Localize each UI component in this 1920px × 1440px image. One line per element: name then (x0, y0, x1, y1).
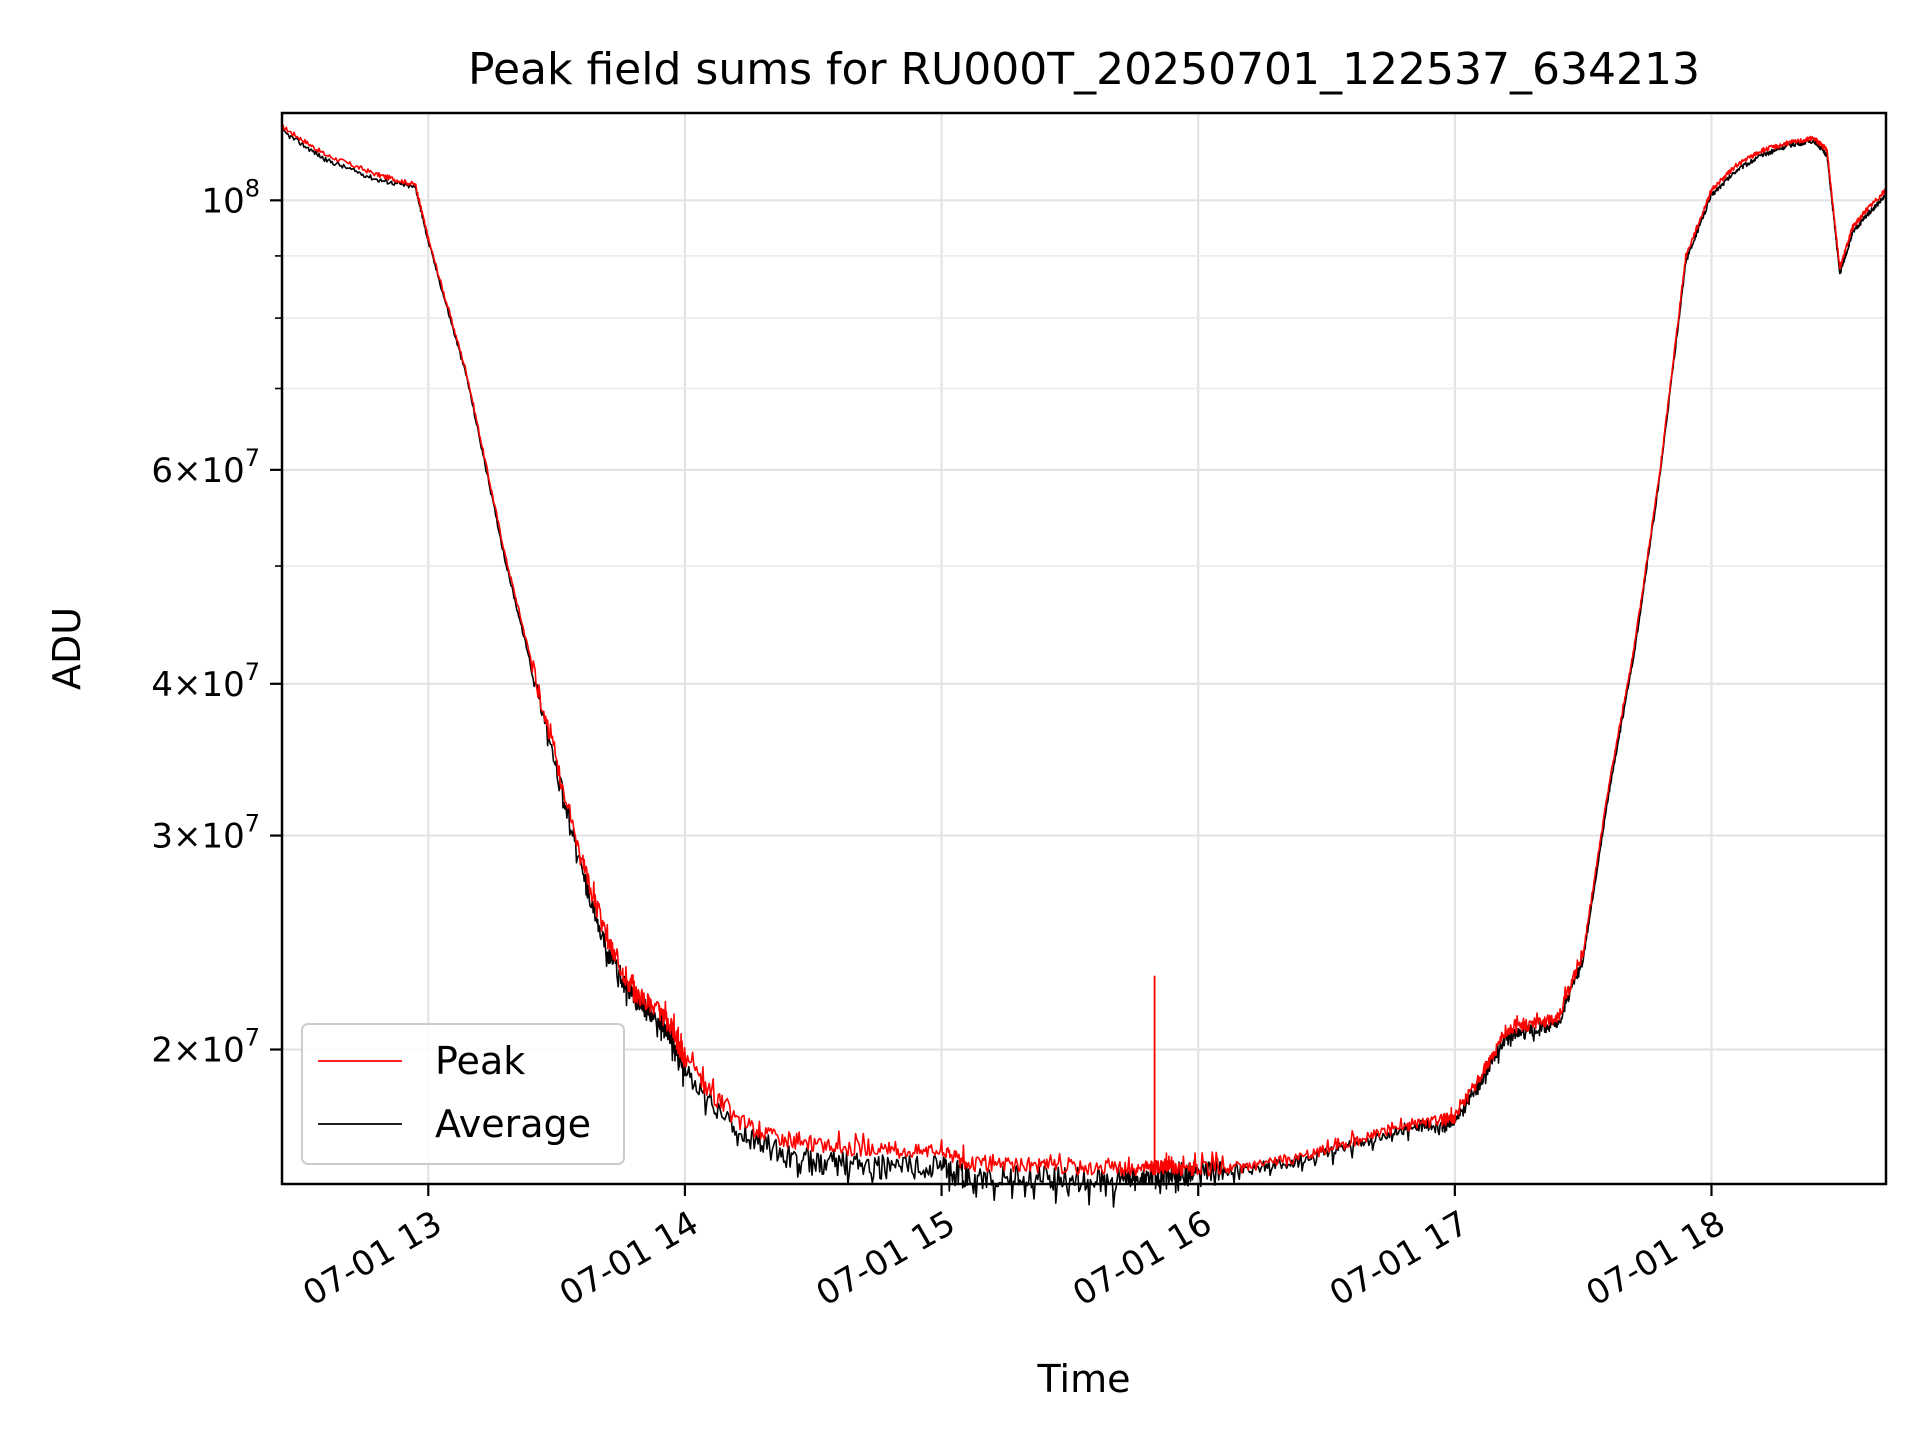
series-line-average (281, 128, 1887, 1208)
y-tick-exponent: 7 (245, 1024, 260, 1052)
y-tick-label: 108 (201, 174, 260, 221)
y-tick-exponent: 7 (245, 658, 260, 686)
plot-frame (280, 111, 1888, 1186)
x-axis-label: Time (1037, 1357, 1131, 1401)
chart-title: Peak field sums for RU000T_20250701_1225… (468, 44, 1700, 95)
y-tick-mantissa: 6 (151, 451, 173, 491)
legend-label-average: Average (435, 1102, 591, 1146)
y-tick-base: 10 (201, 1031, 244, 1071)
y-tick-mantissa: 4 (151, 665, 173, 705)
y-tick-label: 6×107 (151, 444, 260, 491)
y-tick-label: 4×107 (151, 658, 260, 705)
y-tick-base: 10 (201, 817, 244, 857)
y-axis-label: ADU (45, 607, 89, 690)
y-tick-label: 3×107 (151, 810, 260, 857)
y-tick-exponent: 7 (245, 810, 260, 838)
y-tick-mantissa: 2 (151, 1031, 173, 1071)
y-tick-times: × (173, 1031, 202, 1071)
y-tick-exponent: 8 (245, 174, 260, 202)
y-tick-label: 2×107 (151, 1024, 260, 1071)
grid (282, 113, 1886, 1184)
y-tick-base: 10 (201, 181, 244, 221)
series-line-peak (281, 123, 1887, 1177)
y-tick-times: × (173, 817, 202, 857)
y-tick-exponent: 7 (245, 444, 260, 472)
legend: Peak Average (301, 1023, 625, 1165)
y-tick-base: 10 (201, 451, 244, 491)
series-layer (281, 123, 1887, 1208)
y-tick-times: × (173, 451, 202, 491)
legend-label-peak: Peak (435, 1039, 525, 1083)
y-tick-mantissa: 3 (151, 817, 173, 857)
y-tick-times: × (173, 665, 202, 705)
legend-box (301, 1023, 625, 1165)
y-tick-base: 10 (201, 665, 244, 705)
